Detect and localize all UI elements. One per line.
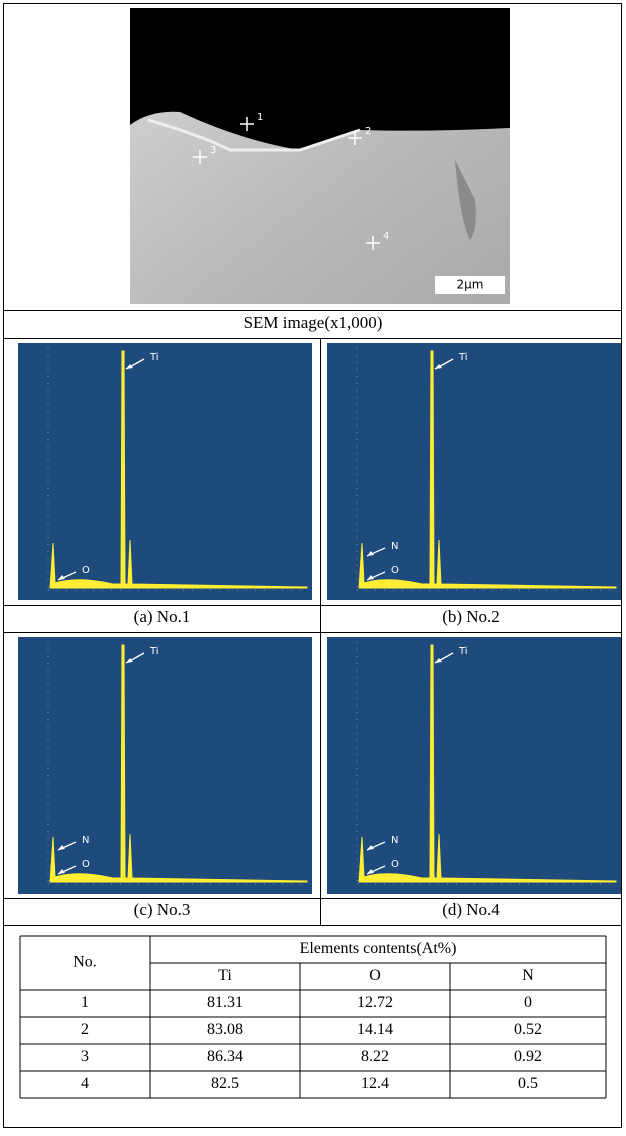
spectrum-panel [18,637,312,894]
peak-label: Ti [149,352,159,363]
sem-caption: SEM image(x1,000) [244,313,383,332]
peak-label: Ti [458,646,468,657]
table-cell: 1 [81,994,89,1011]
table-cell: 81.31 [207,994,243,1011]
table-cell: 0.52 [514,1021,542,1038]
figure: SEM image(x1,000) 2μm 1 2 3 4 Ti O (a) No.1 Ti N… [0,0,626,1131]
table-header: No. [73,954,97,971]
marker-label: 1 [257,112,263,123]
peak-label: N [391,835,398,846]
peak-label: Ti [149,646,159,657]
table-cell: 4 [81,1075,89,1092]
spectrum-panel [327,637,621,894]
table-header: O [369,967,381,984]
table-cell: 0 [524,994,532,1011]
marker-label: 4 [383,231,389,242]
table-cell: 12.4 [361,1075,389,1092]
spectrum-panel [18,343,312,600]
table-cell: 83.08 [207,1021,243,1038]
table-header: Elements contents(At%) [300,940,457,957]
table-cell: 0.5 [518,1075,538,1092]
sem-image [130,8,510,304]
table-cell: 12.72 [357,994,393,1011]
peak-label: O [82,859,90,870]
table-cell: 0.92 [514,1048,542,1065]
table-cell: 2 [81,1021,89,1038]
table-cell: 86.34 [207,1048,243,1065]
table-cell: 8.22 [361,1048,389,1065]
panel-caption: (d) No.4 [442,900,500,919]
peak-label: Ti [458,352,468,363]
panel-caption: (a) No.1 [134,607,191,626]
peak-label: O [391,859,399,870]
scale-bar: 2μm [457,278,484,292]
table-cell: 14.14 [357,1021,393,1038]
panel-caption: (b) No.2 [442,607,500,626]
table-cell: 3 [81,1048,89,1065]
peak-label: O [82,565,90,576]
peak-label: O [391,565,399,576]
panel-caption: (c) No.3 [134,900,191,919]
table-header: N [522,967,534,984]
peak-label: N [82,835,89,846]
marker-label: 2 [365,126,371,137]
spectrum-panel [327,343,621,600]
peak-label: N [391,541,398,552]
marker-label: 3 [210,145,216,156]
table-header: Ti [218,967,232,984]
table-cell: 82.5 [211,1075,239,1092]
